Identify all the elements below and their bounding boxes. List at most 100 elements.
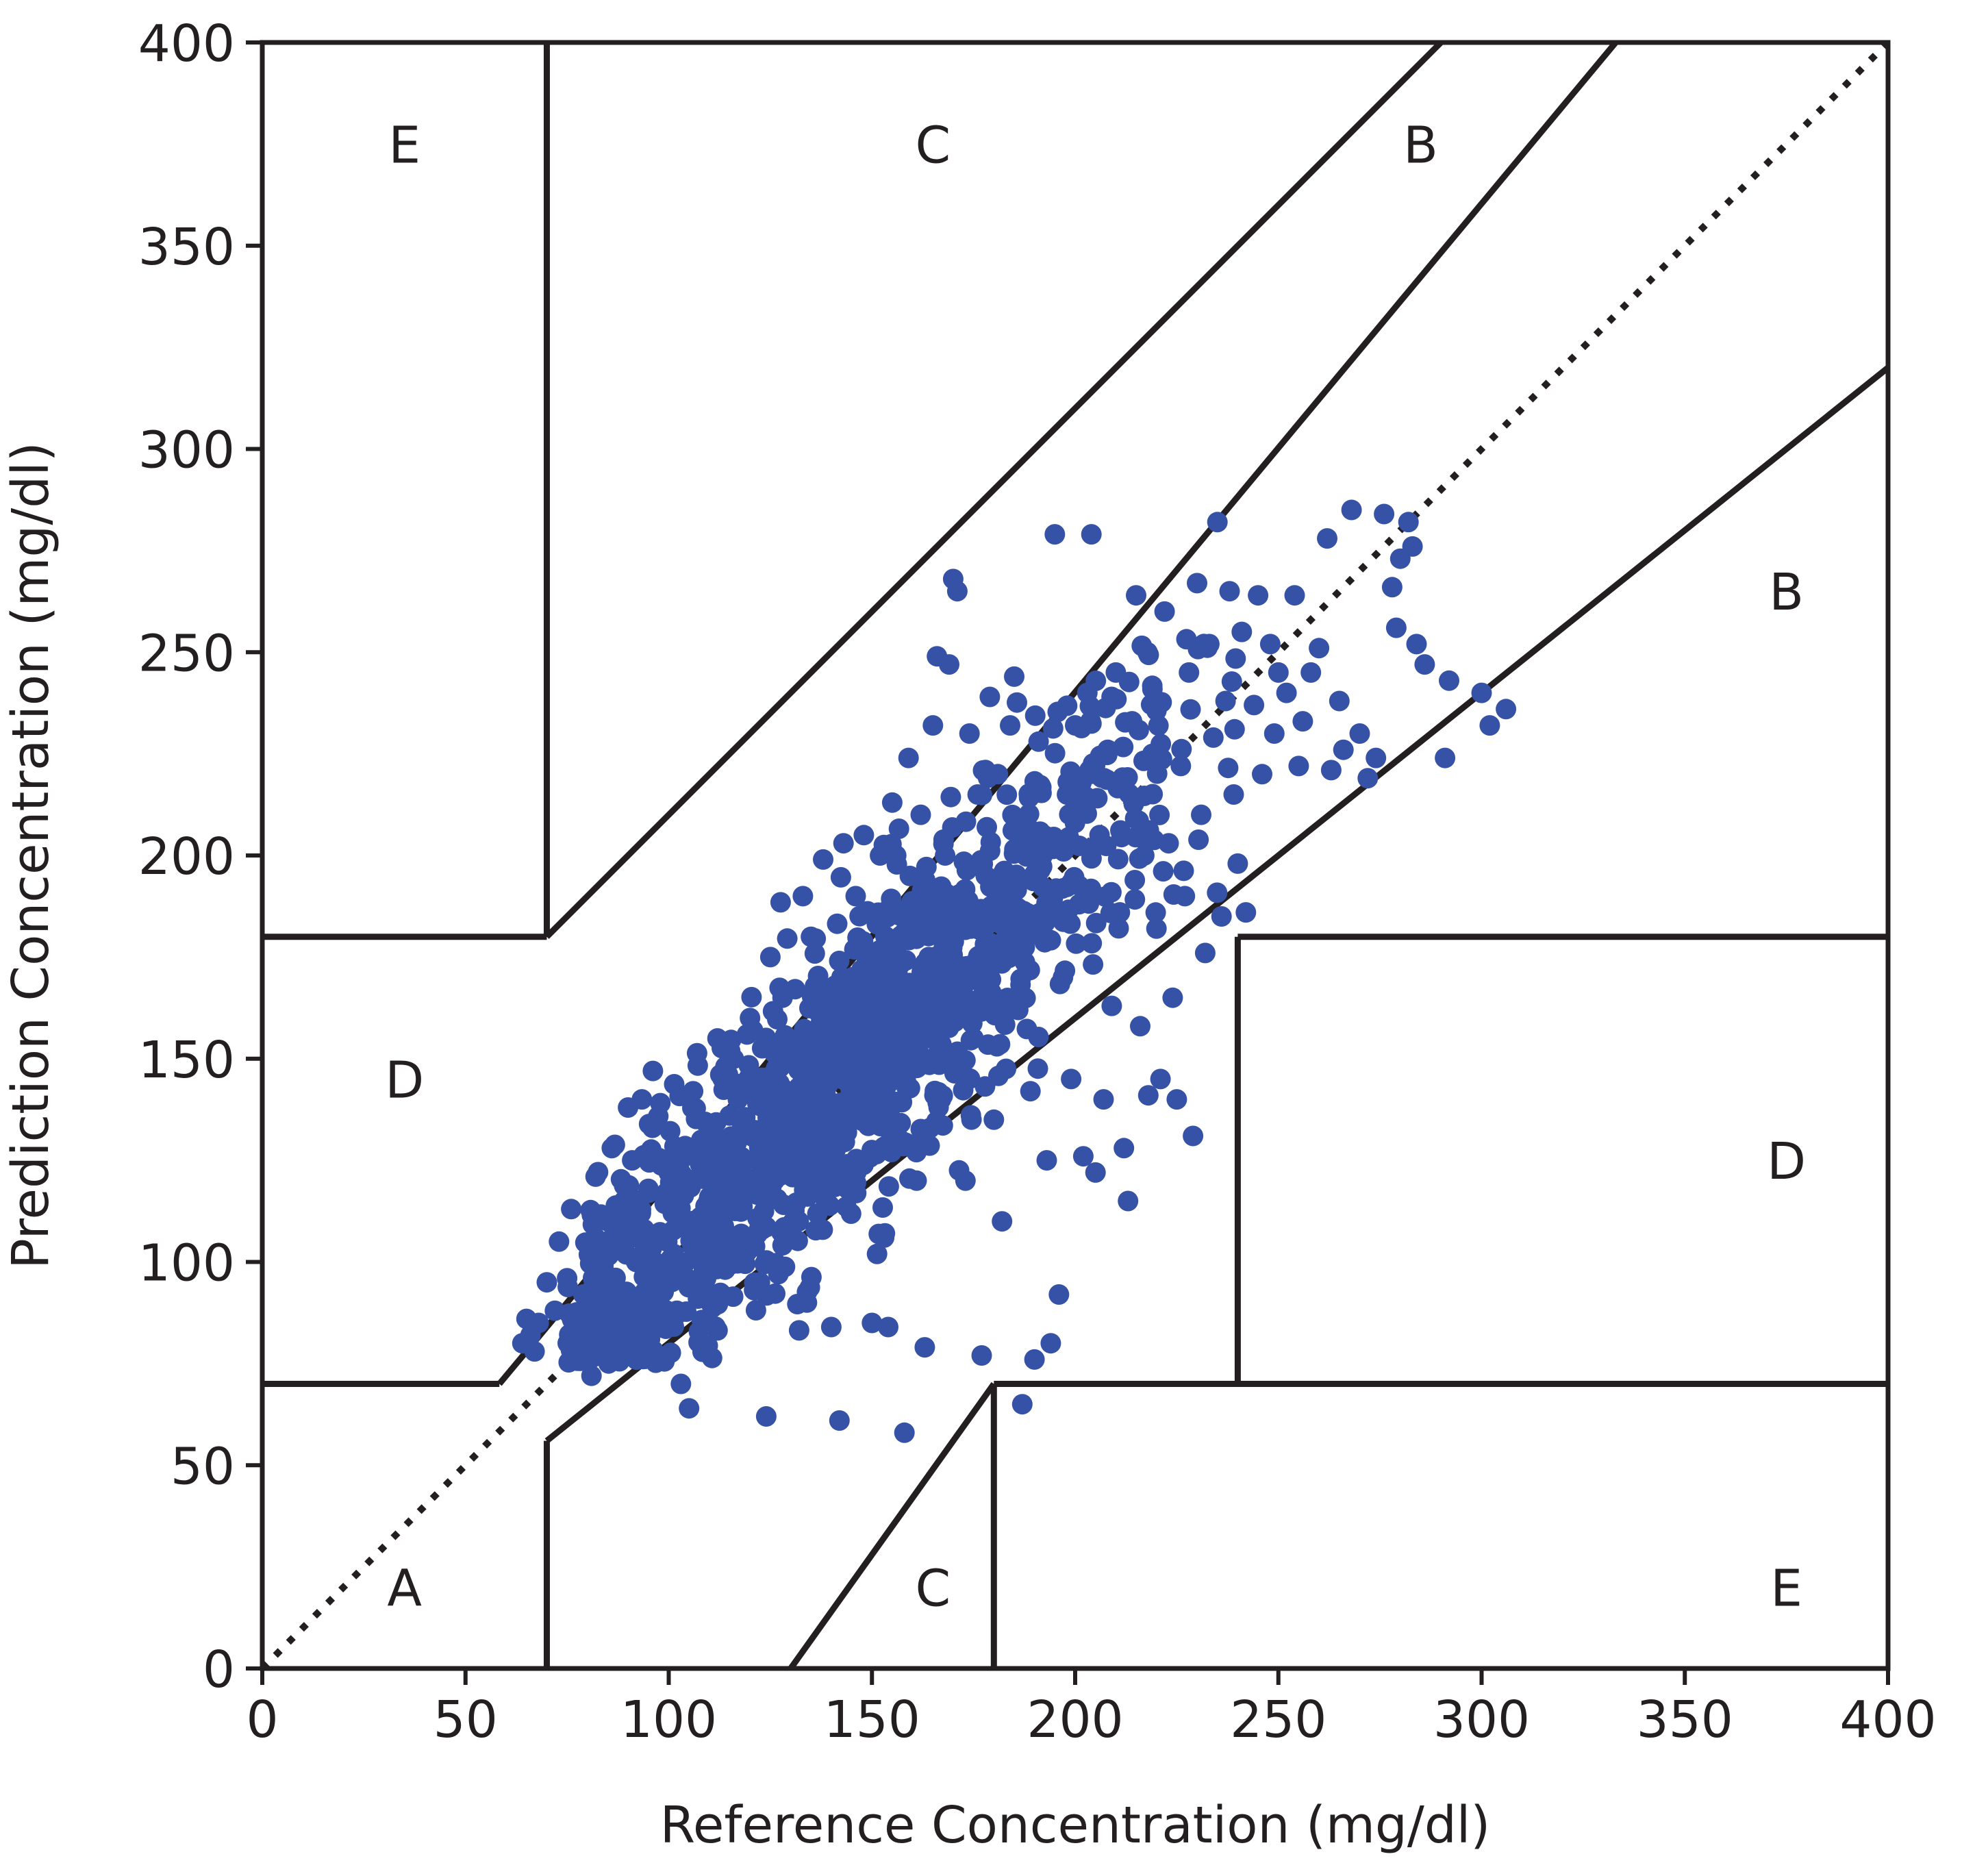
data-point	[705, 1316, 726, 1337]
x-tick-label: 0	[246, 1690, 278, 1749]
data-point	[1402, 536, 1423, 557]
y-tick-label: 350	[138, 218, 235, 277]
data-point	[1079, 760, 1100, 781]
data-point	[940, 786, 961, 808]
data-point	[1118, 671, 1140, 692]
data-point	[853, 1047, 875, 1068]
data-point	[929, 1054, 950, 1075]
data-point	[682, 1097, 703, 1118]
data-point	[994, 876, 1015, 897]
data-point	[960, 1029, 981, 1051]
data-point	[1042, 887, 1064, 908]
data-point	[981, 969, 1002, 990]
data-point	[785, 1113, 807, 1134]
data-point	[610, 1283, 631, 1304]
data-point	[1414, 654, 1435, 675]
data-point	[1171, 738, 1192, 760]
data-point	[974, 1076, 996, 1097]
data-point	[1066, 803, 1087, 825]
y-axis-title: Prediction Concentration (mg/dl)	[1, 442, 60, 1268]
data-point	[805, 928, 827, 949]
data-point	[655, 1185, 676, 1206]
identity-line-group	[260, 40, 1891, 1671]
data-point	[648, 1105, 669, 1127]
data-point	[627, 1190, 648, 1211]
data-point	[1124, 889, 1146, 910]
data-point	[1057, 695, 1078, 716]
data-points	[512, 499, 1517, 1443]
data-point	[734, 1151, 755, 1172]
data-point	[605, 1221, 627, 1242]
x-axis: 0 50 100 150 200 250 300 350 400	[246, 1668, 1937, 1749]
data-point	[1124, 870, 1146, 890]
data-point	[801, 1266, 822, 1288]
data-point	[610, 1168, 631, 1190]
data-point	[841, 1161, 862, 1182]
data-point	[1061, 1068, 1082, 1090]
data-point	[1224, 718, 1245, 740]
data-point	[1055, 960, 1076, 981]
data-point	[1381, 577, 1403, 598]
data-point	[1317, 528, 1337, 549]
data-point	[1146, 763, 1168, 784]
y-tick-label: 200	[138, 827, 235, 886]
data-point	[722, 1166, 743, 1187]
data-point	[1036, 1150, 1057, 1171]
data-point	[671, 1164, 692, 1185]
data-point	[829, 1410, 850, 1431]
data-point	[992, 1211, 1013, 1232]
data-point	[604, 1134, 625, 1155]
data-point	[944, 1063, 965, 1084]
data-point	[767, 1009, 788, 1030]
data-point	[1479, 715, 1500, 736]
data-point	[823, 1123, 844, 1143]
data-point	[912, 900, 933, 921]
data-point	[1248, 585, 1269, 606]
data-point	[1329, 690, 1350, 712]
data-point	[936, 884, 957, 904]
data-point	[980, 876, 1001, 897]
data-point	[830, 866, 851, 888]
data-point	[1113, 736, 1134, 758]
data-point	[852, 1110, 873, 1131]
data-point	[1064, 866, 1085, 888]
data-point	[1128, 719, 1149, 740]
y-axis: 0 50 100 150 200 250 300 350 400	[138, 14, 262, 1699]
data-point	[557, 1277, 579, 1297]
data-point	[956, 855, 977, 876]
data-point	[899, 1008, 920, 1029]
data-point	[620, 1345, 641, 1366]
data-point	[1014, 937, 1035, 958]
data-point	[1149, 804, 1170, 825]
zone-label: C	[915, 116, 951, 175]
data-point	[805, 975, 826, 997]
data-point	[1024, 913, 1046, 934]
data-point	[642, 1060, 664, 1081]
data-point	[712, 1068, 733, 1089]
data-point	[726, 1132, 747, 1153]
data-point	[744, 1273, 766, 1294]
data-point	[1011, 1394, 1033, 1415]
data-point	[580, 1302, 601, 1323]
data-point	[1252, 764, 1272, 785]
data-point	[688, 1331, 709, 1353]
data-point	[961, 1013, 983, 1034]
data-point	[662, 1260, 683, 1281]
x-tick-label: 50	[433, 1690, 498, 1749]
data-point	[1137, 642, 1158, 663]
data-point	[1107, 849, 1129, 870]
data-point	[994, 998, 1016, 1019]
data-point	[759, 947, 781, 968]
data-point	[735, 1253, 756, 1275]
data-point	[631, 1089, 653, 1110]
data-point	[1191, 804, 1211, 825]
data-point	[896, 1076, 917, 1097]
data-point	[820, 1055, 841, 1076]
data-point	[1259, 634, 1281, 655]
data-point	[1179, 662, 1200, 683]
data-point	[1366, 747, 1387, 768]
data-point	[851, 1031, 872, 1052]
data-point	[1085, 1162, 1106, 1183]
data-point	[1183, 1125, 1204, 1147]
data-point	[853, 825, 875, 846]
